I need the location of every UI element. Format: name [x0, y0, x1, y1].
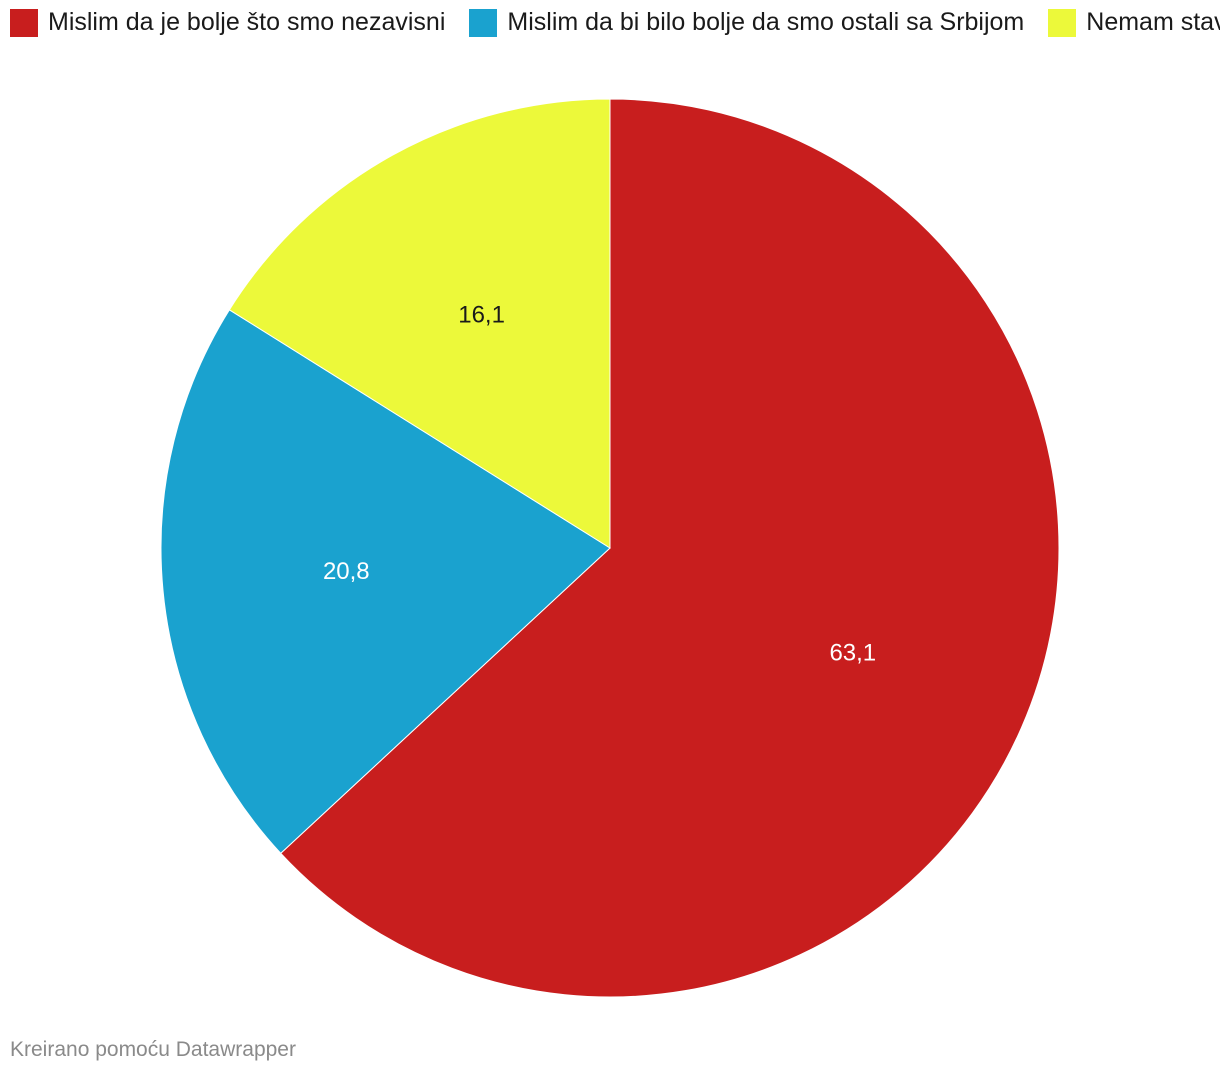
legend-item-nezavisni: Mislim da je bolje što smo nezavisni — [10, 8, 445, 37]
chart-legend: Mislim da je bolje što smo nezavisni Mis… — [10, 8, 1220, 37]
legend-swatch-nezavisni — [10, 8, 38, 37]
legend-label-nezavisni: Mislim da je bolje što smo nezavisni — [48, 8, 446, 36]
footer-credit: Kreirano pomoću Datawrapper — [10, 1038, 296, 1061]
legend-item-srbija: Mislim da bi bilo bolje da smo ostali sa… — [469, 8, 1024, 37]
slice-value-label-nemam-stav: 16,1 — [458, 302, 505, 329]
legend-swatch-srbija — [469, 8, 498, 37]
slice-value-label-nezavisni: 63,1 — [829, 639, 876, 666]
legend-swatch-nemam-stav — [1048, 8, 1077, 37]
pie-slice-nezavisni — [280, 98, 1060, 998]
pie-slice-srbija — [160, 309, 611, 855]
slice-value-label-srbija: 20,8 — [323, 558, 370, 585]
legend-item-nemam-stav: Nemam stav — [1048, 8, 1220, 37]
legend-label-srbija: Mislim da bi bilo bolje da smo ostali sa… — [507, 8, 1025, 36]
pie-slice-nemam-stav — [228, 98, 611, 549]
legend-label-nemam-stav: Nemam stav — [1086, 8, 1220, 36]
